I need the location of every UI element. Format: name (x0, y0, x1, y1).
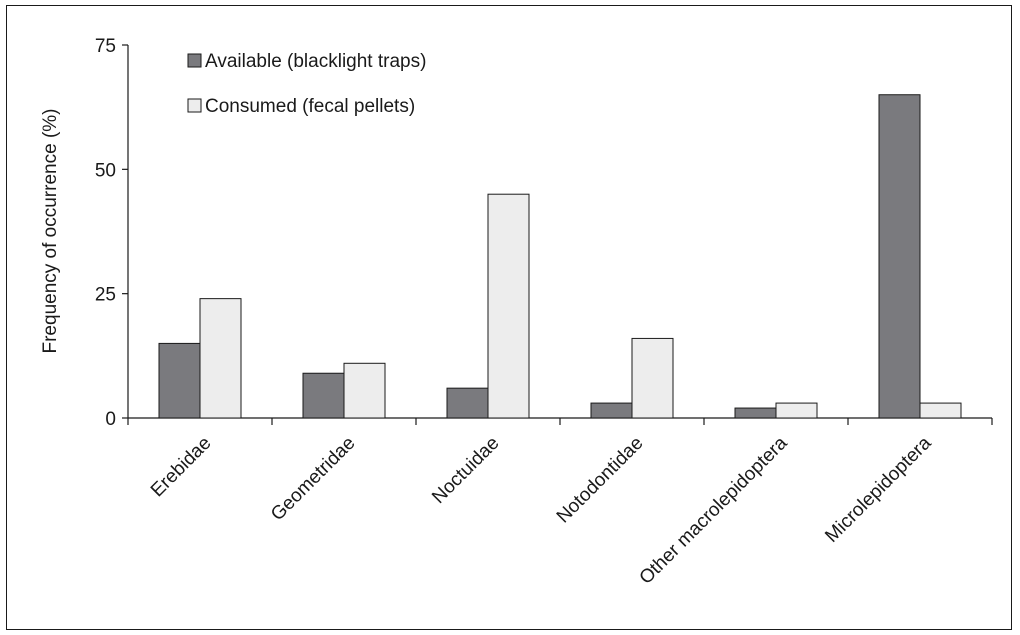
bar-consumed (776, 403, 817, 418)
bars (159, 95, 961, 418)
bar-consumed (200, 299, 241, 418)
x-tick-label: Notodontidae (553, 433, 648, 528)
bar-consumed (632, 338, 673, 418)
bar-consumed (344, 363, 385, 418)
y-axis-label: Frequency of occurrence (%) (40, 109, 61, 354)
y-tick-label: 0 (105, 409, 116, 430)
bar-available (159, 343, 200, 418)
x-tick-label: Geometridae (267, 433, 360, 526)
bar-consumed (488, 194, 529, 418)
y-tick-label: 50 (95, 160, 116, 181)
x-tick-label: Erebidae (147, 433, 216, 502)
x-tick-label: Noctuidae (428, 433, 503, 508)
bar-available (303, 373, 344, 418)
legend-swatch (188, 99, 201, 112)
bar-consumed (920, 403, 961, 418)
bar-available (879, 95, 920, 418)
bar-available (591, 403, 632, 418)
bar-available (447, 388, 488, 418)
bar-available (735, 408, 776, 418)
x-tick-label: Other macrolepidoptera (636, 432, 792, 588)
y-tick-label: 25 (95, 285, 116, 306)
x-tick-label: Microlepidoptera (821, 432, 935, 546)
legend: Available (blacklight traps) Consumed (fe… (188, 51, 426, 117)
y-tick-label: 75 (95, 36, 116, 57)
legend-swatch (188, 54, 201, 67)
legend-label: Consumed (fecal pellets) (205, 96, 415, 117)
legend-label: Available (blacklight traps) (205, 51, 426, 72)
